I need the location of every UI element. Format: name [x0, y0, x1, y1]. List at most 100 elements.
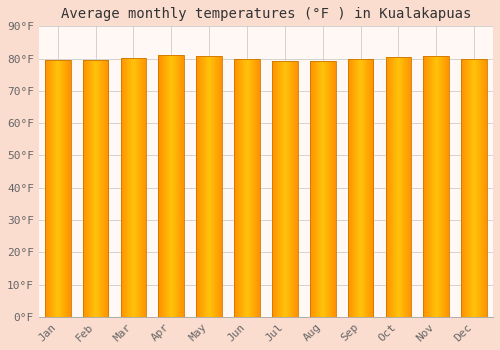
Bar — [69, 60, 70, 317]
Bar — [447, 56, 448, 317]
Bar — [45, 60, 70, 317]
Bar — [134, 58, 135, 317]
Bar — [428, 56, 429, 317]
Bar — [327, 61, 328, 317]
Bar — [294, 61, 295, 317]
Bar — [476, 59, 477, 317]
Bar — [310, 61, 336, 317]
Bar — [127, 58, 128, 317]
Bar — [430, 56, 431, 317]
Bar — [206, 56, 207, 317]
Bar — [410, 57, 411, 317]
Bar — [312, 61, 313, 317]
Bar — [477, 59, 478, 317]
Bar — [257, 59, 258, 317]
Bar — [122, 58, 123, 317]
Bar — [274, 61, 275, 317]
Bar — [440, 56, 441, 317]
Bar — [64, 60, 65, 317]
Bar — [295, 61, 296, 317]
Bar — [140, 58, 141, 317]
Bar — [168, 55, 169, 317]
Bar — [107, 60, 108, 317]
Bar — [242, 59, 243, 317]
Bar — [46, 60, 47, 317]
Bar — [364, 59, 365, 317]
Bar — [444, 56, 445, 317]
Bar — [66, 60, 67, 317]
Bar — [125, 58, 126, 317]
Bar — [65, 60, 66, 317]
Bar — [434, 56, 435, 317]
Bar — [334, 61, 335, 317]
Bar — [220, 56, 221, 317]
Bar — [448, 56, 449, 317]
Bar — [356, 59, 357, 317]
Bar — [60, 60, 61, 317]
Bar — [389, 57, 390, 317]
Bar — [249, 59, 250, 317]
Bar — [314, 61, 315, 317]
Bar — [51, 60, 52, 317]
Bar — [145, 58, 146, 317]
Bar — [400, 57, 401, 317]
Bar — [348, 59, 374, 317]
Bar — [425, 56, 426, 317]
Bar — [424, 56, 449, 317]
Bar — [181, 55, 182, 317]
Bar — [430, 56, 431, 317]
Bar — [202, 56, 203, 317]
Bar — [476, 59, 477, 317]
Bar — [214, 56, 215, 317]
Bar — [205, 56, 206, 317]
Bar — [165, 55, 166, 317]
Bar — [326, 61, 327, 317]
Bar — [174, 55, 175, 317]
Bar — [411, 57, 412, 317]
Bar — [172, 55, 173, 317]
Bar — [372, 59, 373, 317]
Bar — [138, 58, 139, 317]
Bar — [272, 61, 297, 317]
Bar — [254, 59, 255, 317]
Bar — [407, 57, 408, 317]
Bar — [288, 61, 289, 317]
Bar — [170, 55, 171, 317]
Bar — [255, 59, 256, 317]
Bar — [292, 61, 293, 317]
Bar — [396, 57, 397, 317]
Bar — [209, 56, 210, 317]
Bar — [470, 59, 471, 317]
Bar — [322, 61, 323, 317]
Bar — [95, 60, 96, 317]
Bar — [82, 60, 83, 317]
Bar — [58, 60, 59, 317]
Bar — [162, 55, 163, 317]
Bar — [211, 56, 212, 317]
Bar — [350, 59, 351, 317]
Bar — [92, 60, 93, 317]
Bar — [163, 55, 164, 317]
Bar — [355, 59, 356, 317]
Bar — [93, 60, 94, 317]
Bar — [469, 59, 470, 317]
Bar — [424, 56, 425, 317]
Bar — [59, 60, 60, 317]
Bar — [178, 55, 179, 317]
Bar — [89, 60, 90, 317]
Bar — [221, 56, 222, 317]
Bar — [128, 58, 129, 317]
Bar — [129, 58, 130, 317]
Bar — [334, 61, 335, 317]
Bar — [322, 61, 323, 317]
Bar — [328, 61, 329, 317]
Bar — [408, 57, 409, 317]
Bar — [394, 57, 395, 317]
Bar — [202, 56, 203, 317]
Bar — [466, 59, 467, 317]
Bar — [57, 60, 58, 317]
Bar — [94, 60, 95, 317]
Bar — [316, 61, 317, 317]
Bar — [480, 59, 481, 317]
Bar — [294, 61, 295, 317]
